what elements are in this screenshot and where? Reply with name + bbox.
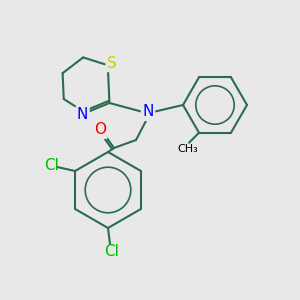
Text: CH₃: CH₃ — [178, 144, 198, 154]
Text: O: O — [94, 122, 106, 137]
Text: N: N — [142, 104, 154, 119]
Text: Cl: Cl — [44, 158, 58, 172]
Text: Cl: Cl — [105, 244, 119, 259]
Text: S: S — [107, 56, 117, 71]
Text: N: N — [77, 107, 88, 122]
